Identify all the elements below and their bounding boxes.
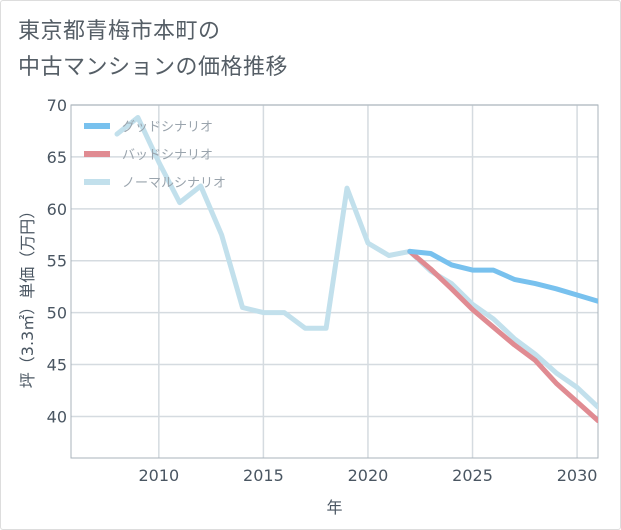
legend-label: バッドシナリオ [122,148,213,163]
chart-title: 東京都青梅市本町の 中古マンションの価格推移 [18,14,288,86]
x-tick-label: 2025 [452,466,493,485]
x-axis-label: 年 [326,498,342,517]
y-axis-label: 坪（3.3㎡）単価（万円） [18,203,37,388]
y-tick-label: 45 [47,356,67,375]
legend-label: ノーマルシナリオ [122,176,226,191]
chart-title-line-2: 中古マンションの価格推移 [18,55,289,80]
series-line-normal [114,115,598,410]
y-axis-ticks: 40 45 50 55 60 65 70 [47,96,67,426]
legend-label: グッドシナリオ [122,120,213,135]
y-tick-label: 50 [47,304,67,323]
plot-area-border [70,104,599,459]
y-tick-label: 55 [47,252,67,271]
x-tick-label: 2010 [138,466,179,485]
x-axis-ticks: 2010 2015 2020 2025 2030 [138,466,597,485]
y-tick-label: 60 [47,200,67,219]
x-tick-label: 2015 [243,466,284,485]
y-tick-label: 40 [47,407,67,426]
series-line-good [407,248,598,304]
x-tick-label: 2020 [348,466,389,485]
series-line-bad [407,248,598,424]
chart-title-line-1: 東京都青梅市本町の [18,19,221,44]
y-tick-label: 65 [47,148,67,167]
series-lines [114,115,598,424]
x-tick-label: 2030 [557,466,598,485]
y-tick-label: 70 [47,96,67,115]
